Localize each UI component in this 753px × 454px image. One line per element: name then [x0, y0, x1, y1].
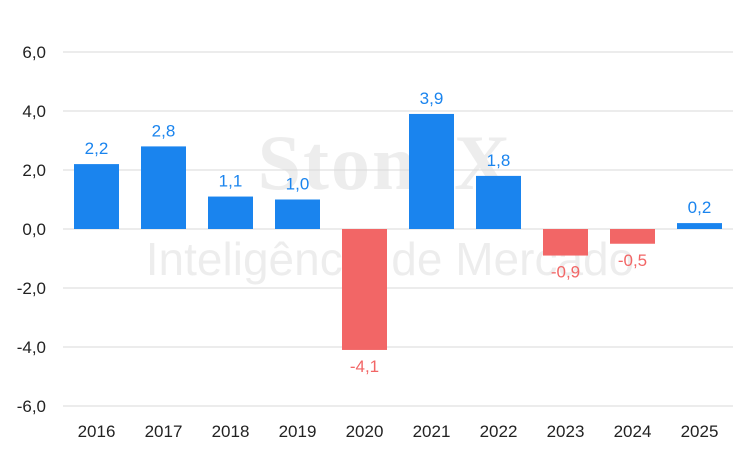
- data-label: 2,8: [152, 121, 176, 140]
- y-tick-label: 4,0: [22, 102, 46, 121]
- y-tick-label: -6,0: [17, 397, 46, 416]
- y-tick-label: 6,0: [22, 43, 46, 62]
- y-tick-label: 0,0: [22, 220, 46, 239]
- x-tick-label: 2025: [681, 422, 719, 441]
- bar: [476, 175, 521, 229]
- x-tick-label: 2020: [346, 422, 384, 441]
- data-label: 1,1: [219, 172, 243, 191]
- x-tick-label: 2018: [212, 422, 250, 441]
- x-tick-label: 2017: [145, 422, 183, 441]
- bar: [275, 199, 320, 229]
- data-label: 3,9: [420, 89, 444, 108]
- watermark-logo: StoneX: [257, 119, 513, 206]
- bar: [409, 113, 454, 229]
- x-tick-label: 2024: [614, 422, 652, 441]
- bar: [610, 229, 655, 244]
- y-tick-label: -4,0: [17, 338, 46, 357]
- x-tick-label: 2021: [413, 422, 451, 441]
- data-label: -4,1: [350, 357, 379, 376]
- bar: [677, 223, 722, 229]
- data-label: 1,8: [487, 151, 511, 170]
- bar: [342, 229, 387, 350]
- x-tick-label: 2019: [279, 422, 317, 441]
- x-tick-label: 2023: [547, 422, 585, 441]
- bar: [208, 196, 253, 229]
- data-label: 2,2: [85, 139, 109, 158]
- y-tick-label: 2,0: [22, 161, 46, 180]
- data-label: 0,2: [688, 198, 712, 217]
- x-tick-label: 2022: [480, 422, 518, 441]
- bar: [141, 146, 186, 229]
- x-tick-label: 2016: [78, 422, 116, 441]
- data-label: -0,9: [551, 263, 580, 282]
- bar: [74, 164, 119, 229]
- data-label: 1,0: [286, 175, 310, 194]
- data-label: -0,5: [618, 251, 647, 270]
- bar: [543, 229, 588, 256]
- y-tick-label: -2,0: [17, 279, 46, 298]
